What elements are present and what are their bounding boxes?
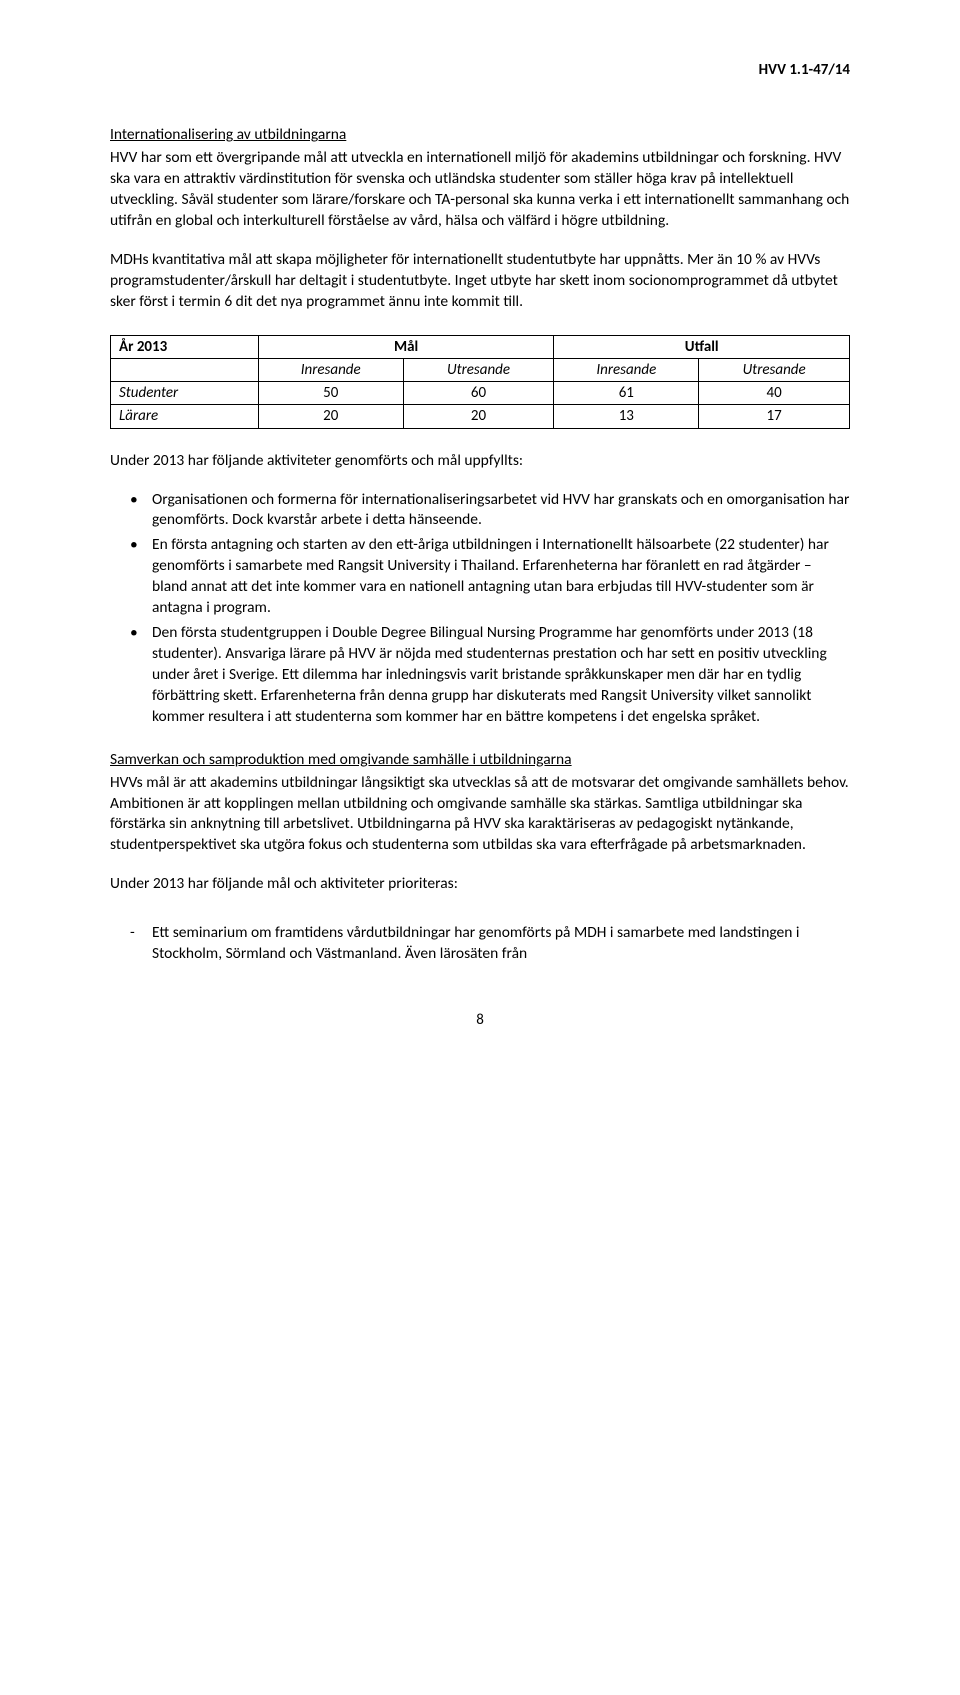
paragraph: MDHs kvantitativa mål att skapa möjlighe… [110, 250, 850, 313]
table-header-row: År 2013 Mål Utfall [111, 335, 850, 358]
page-number: 8 [110, 1010, 850, 1030]
priorities-intro: Under 2013 har följande mål och aktivite… [110, 874, 850, 895]
paragraph: HVVs mål är att akademins utbildningar l… [110, 773, 850, 857]
dash-list: Ett seminarium om framtidens vårdutbildn… [110, 923, 850, 965]
table-cell: 60 [403, 382, 554, 405]
section-title-internationalisering: Internationalisering av utbildningarna [110, 125, 850, 146]
table-cell: 20 [258, 405, 403, 428]
table-subheader-row: Inresande Utresande Inresande Utresande [111, 358, 850, 381]
goals-table: År 2013 Mål Utfall Inresande Utresande I… [110, 335, 850, 429]
list-item: En första antagning och starten av den e… [152, 535, 850, 619]
table-cell: 13 [554, 405, 699, 428]
subcol-inresande: Inresande [554, 358, 699, 381]
row-label: Lärare [111, 405, 259, 428]
bullet-list: Organisationen och formerna för internat… [110, 490, 850, 728]
list-item: Den första studentgruppen i Double Degre… [152, 623, 850, 728]
paragraph: HVV har som ett övergripande mål att utv… [110, 148, 850, 232]
table-cell: 20 [403, 405, 554, 428]
table-row: Studenter 50 60 61 40 [111, 382, 850, 405]
col-utfall: Utfall [554, 335, 850, 358]
section-title-samverkan: Samverkan och samproduktion med omgivand… [110, 750, 850, 771]
table-cell: 40 [699, 382, 850, 405]
subcol-utresande: Utresande [403, 358, 554, 381]
table-row: Lärare 20 20 13 17 [111, 405, 850, 428]
table-cell: 50 [258, 382, 403, 405]
list-item: Ett seminarium om framtidens vårdutbildn… [152, 923, 850, 965]
row-label: Studenter [111, 382, 259, 405]
col-year: År 2013 [111, 335, 259, 358]
table-cell [111, 358, 259, 381]
subcol-inresande: Inresande [258, 358, 403, 381]
activities-intro: Under 2013 har följande aktiviteter geno… [110, 451, 850, 472]
document-code: HVV 1.1-47/14 [110, 60, 850, 80]
table-cell: 17 [699, 405, 850, 428]
col-mal: Mål [258, 335, 554, 358]
subcol-utresande: Utresande [699, 358, 850, 381]
table-cell: 61 [554, 382, 699, 405]
list-item: Organisationen och formerna för internat… [152, 490, 850, 532]
